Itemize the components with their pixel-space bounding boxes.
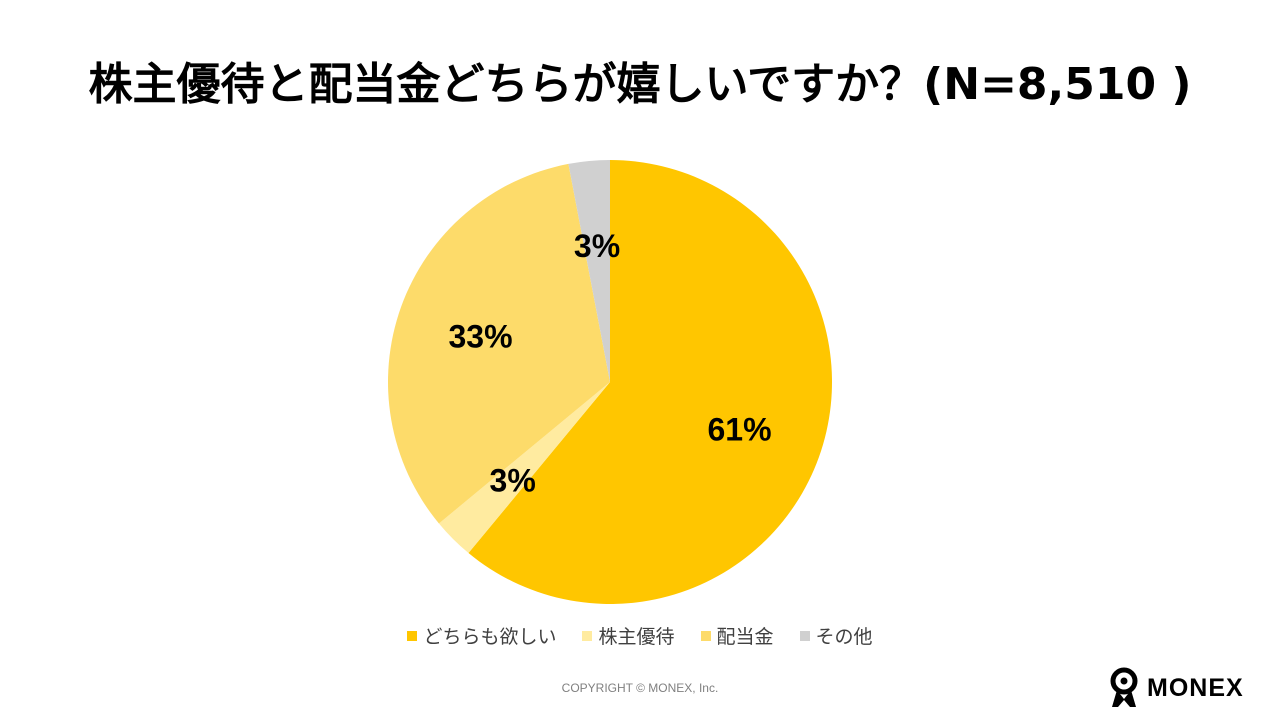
legend-item-2: 株主優待 bbox=[582, 622, 675, 649]
legend-swatch bbox=[582, 630, 593, 641]
data-label-1: 61% bbox=[707, 412, 771, 448]
legend-label: 株主優待 bbox=[598, 626, 675, 648]
pie-slice-1 bbox=[468, 160, 832, 604]
pie-slice-3 bbox=[387, 163, 610, 524]
monex-logo-text: MONEX bbox=[1147, 673, 1244, 702]
legend-swatch bbox=[407, 630, 418, 641]
legend-label: 配当金 bbox=[716, 626, 774, 648]
legend-swatch bbox=[700, 630, 711, 641]
chart-title: 株主優待と配当金どちらが嬉しいですか？(N=8,510 ) bbox=[88, 59, 1192, 110]
data-label-2: 3% bbox=[490, 462, 536, 498]
legend-label: その他 bbox=[815, 626, 873, 648]
legend-item-4: その他 bbox=[799, 622, 873, 649]
copyright-text: COPYRIGHT © MONEX, Inc. bbox=[561, 681, 719, 695]
pie-slice-4 bbox=[568, 160, 610, 382]
data-label-3: 33% bbox=[448, 318, 512, 354]
legend: どちらも欲しい 株主優待 配当金 その他 bbox=[0, 622, 1280, 649]
legend-swatch bbox=[799, 630, 810, 641]
monex-logo: MONEX bbox=[1105, 666, 1244, 710]
legend-item-1: どちらも欲しい bbox=[407, 622, 556, 649]
pie-slice-2 bbox=[438, 382, 610, 554]
data-label-4: 3% bbox=[574, 228, 620, 264]
legend-label: どちらも欲しい bbox=[423, 626, 557, 648]
monex-person-icon bbox=[1110, 667, 1138, 707]
legend-item-3: 配当金 bbox=[700, 622, 774, 649]
